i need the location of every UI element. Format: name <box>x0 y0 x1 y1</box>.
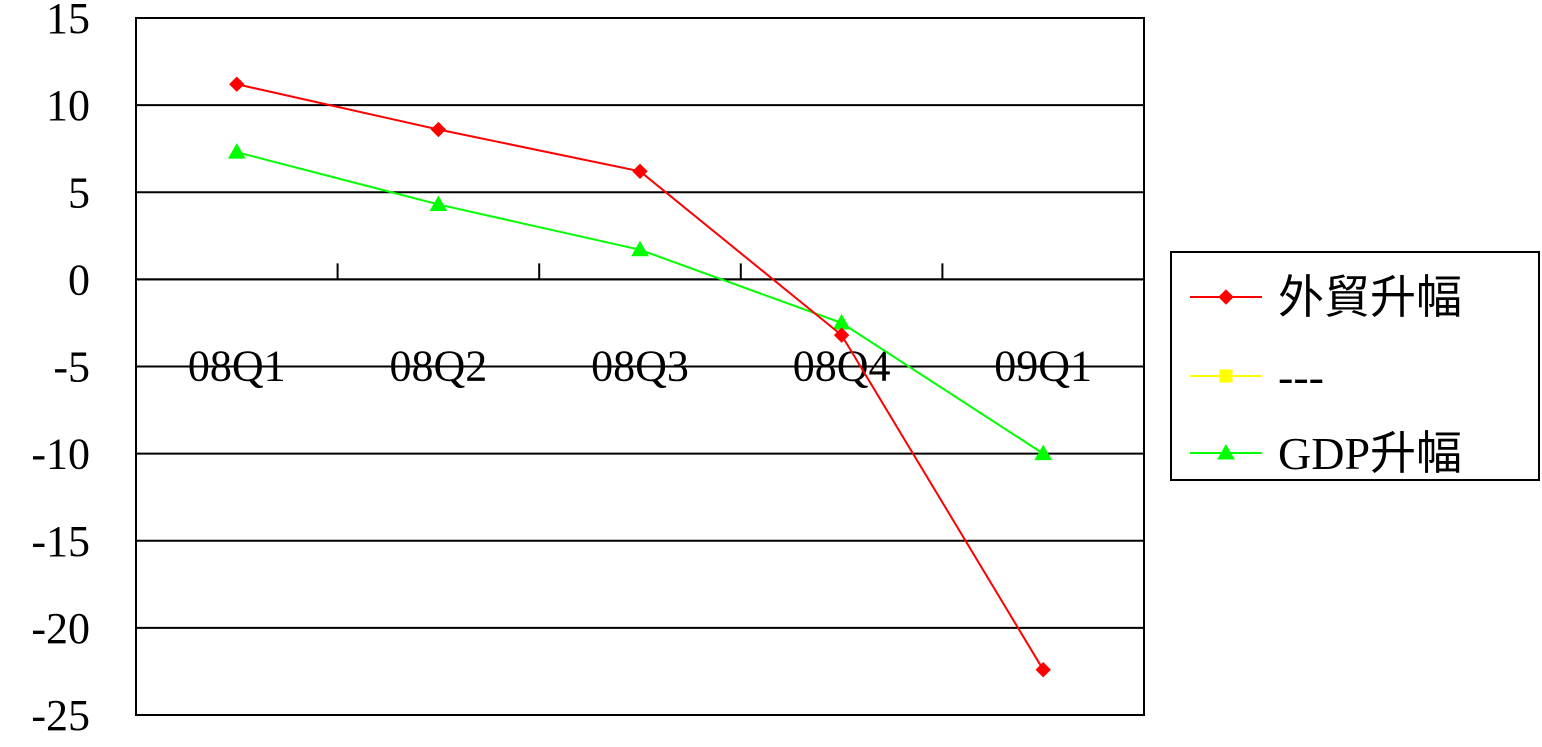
legend-label: --- <box>1278 351 1324 402</box>
data-point <box>430 121 447 138</box>
x-axis-tick-labels: 08Q1 08Q2 08Q3 08Q4 09Q1 <box>188 342 1092 391</box>
x-tick-label: 08Q2 <box>390 342 488 391</box>
series-2 <box>227 143 1053 461</box>
y-axis-tick-labels: 15 10 5 0 -5 -10 -15 -20 -25 <box>31 0 90 740</box>
data-point <box>1035 661 1051 678</box>
x-tick-label: 08Q1 <box>188 342 286 391</box>
y-tick-label: 15 <box>46 0 90 43</box>
y-tick-label: 5 <box>68 168 90 217</box>
y-tick-label: 10 <box>46 81 90 130</box>
plot-area-border <box>135 17 1145 716</box>
y-tick-label: -5 <box>53 343 90 392</box>
y-tick-label: 0 <box>68 255 90 304</box>
legend-marker <box>1218 289 1234 305</box>
data-point <box>631 240 649 257</box>
legend-label: 外貿升幅 <box>1278 272 1462 323</box>
legend-label: GDP升幅 <box>1278 428 1462 479</box>
y-tick-label: -25 <box>31 691 90 740</box>
legend-item: --- <box>1190 351 1324 402</box>
series-line <box>236 151 1044 455</box>
legend-marker <box>1219 369 1233 383</box>
y-tick-label: -15 <box>31 517 90 566</box>
data-point <box>632 163 648 180</box>
data-point <box>227 143 246 159</box>
legend-item: 外貿升幅 <box>1190 272 1462 323</box>
legend-item: GDP升幅 <box>1190 428 1462 479</box>
data-point <box>429 195 448 211</box>
legend: 外貿升幅 --- GDP升幅 <box>1170 251 1540 481</box>
data-point <box>1034 444 1053 461</box>
series-layer <box>227 76 1053 678</box>
data-point <box>229 76 245 92</box>
series-0 <box>229 76 1051 678</box>
x-tick-label: 09Q1 <box>994 342 1092 391</box>
data-point <box>833 327 850 343</box>
x-tick-label: 08Q3 <box>591 342 689 391</box>
legend-marker <box>1217 443 1235 460</box>
x-axis <box>136 263 1144 281</box>
legend-box <box>1170 251 1540 481</box>
y-tick-label: -10 <box>31 430 90 479</box>
x-tick-label: 08Q4 <box>793 342 891 391</box>
y-tick-label: -20 <box>31 604 90 653</box>
